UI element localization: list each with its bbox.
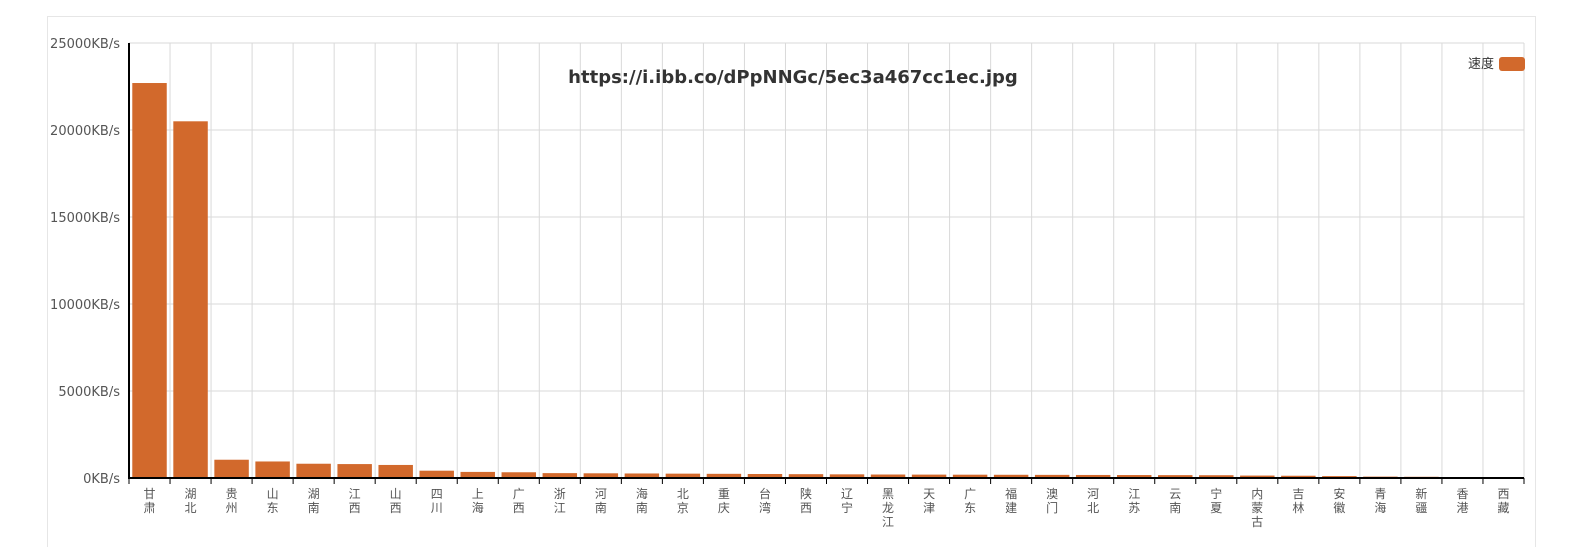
legend[interactable]: 速度 [1468, 56, 1525, 72]
x-tick-label: 陕西 [800, 486, 812, 515]
x-tick-label: 云南 [1169, 487, 1181, 515]
bar-湖北[interactable] [173, 121, 207, 478]
x-tick-label: 山东 [267, 487, 279, 515]
y-tick-label: 10000KB/s [50, 298, 120, 313]
y-tick-label: 5000KB/s [58, 385, 120, 400]
y-tick-label: 15000KB/s [50, 211, 120, 226]
x-tick-label: 辽宁 [841, 487, 853, 515]
x-tick-label: 宁夏 [1210, 486, 1222, 515]
legend-label: 速度 [1468, 56, 1494, 72]
x-tick-label: 台湾 [759, 486, 771, 515]
x-tick-label: 湖北 [185, 486, 197, 515]
x-tick-label: 天津 [923, 487, 935, 515]
x-tick-label: 上海 [472, 487, 484, 515]
x-tick-label: 新疆 [1415, 486, 1427, 515]
chart-title: https://i.ibb.co/dPpNNGc/5ec3a467cc1ec.j… [568, 67, 1018, 88]
bar-湖南[interactable] [296, 464, 330, 478]
x-tick-label: 重庆 [718, 487, 730, 515]
x-tick-label: 江苏 [1128, 487, 1140, 515]
x-tick-label: 广东 [964, 487, 976, 515]
x-tick-label: 海南 [636, 486, 648, 515]
x-tick-label: 安徽 [1333, 486, 1345, 515]
grid [129, 43, 1524, 478]
x-tick-label: 黑龙江 [882, 487, 894, 529]
y-axis-ticks: 0KB/s 5000KB/s 10000KB/s 15000KB/s 20000KB/s… [50, 37, 120, 487]
x-tick-label: 西藏 [1497, 487, 1509, 515]
bar-山东[interactable] [255, 461, 289, 478]
legend-swatch [1499, 57, 1525, 71]
bar-四川[interactable] [419, 471, 453, 478]
x-tick-label: 江西 [349, 487, 361, 515]
x-tick-label: 青海 [1374, 487, 1386, 515]
x-tick-label: 内蒙古 [1251, 487, 1263, 529]
x-tick-label: 四川 [431, 487, 443, 515]
y-tick-label: 0KB/s [83, 472, 120, 487]
bar-山西[interactable] [378, 465, 412, 478]
x-tick-label: 吉林 [1292, 487, 1304, 515]
x-tick-label: 香港 [1456, 487, 1468, 515]
y-tick-label: 25000KB/s [50, 37, 120, 52]
x-tick-label: 贵州 [226, 487, 238, 515]
x-tick-label: 福建 [1005, 486, 1017, 515]
bar-chart: 0KB/s 5000KB/s 10000KB/s 15000KB/s 20000KB/s… [48, 17, 1537, 548]
y-tick-label: 20000KB/s [50, 124, 120, 139]
x-tick-label: 河南 [595, 487, 607, 515]
chart-frame: 0KB/s 5000KB/s 10000KB/s 15000KB/s 20000KB/s… [47, 16, 1536, 547]
x-tick-label: 湖南 [308, 486, 320, 515]
x-tick-label: 山西 [390, 487, 402, 515]
bar-贵州[interactable] [214, 460, 248, 478]
x-tick-label: 广西 [513, 487, 525, 515]
x-tick-label: 北京 [677, 487, 689, 515]
x-tick-label: 河北 [1087, 487, 1099, 515]
x-tick-label: 甘肃 [144, 487, 156, 515]
x-tick-label: 浙江 [554, 487, 566, 515]
bar-江西[interactable] [337, 464, 371, 478]
x-tick-label: 澳门 [1046, 487, 1058, 515]
bar-甘肃[interactable] [132, 83, 166, 478]
